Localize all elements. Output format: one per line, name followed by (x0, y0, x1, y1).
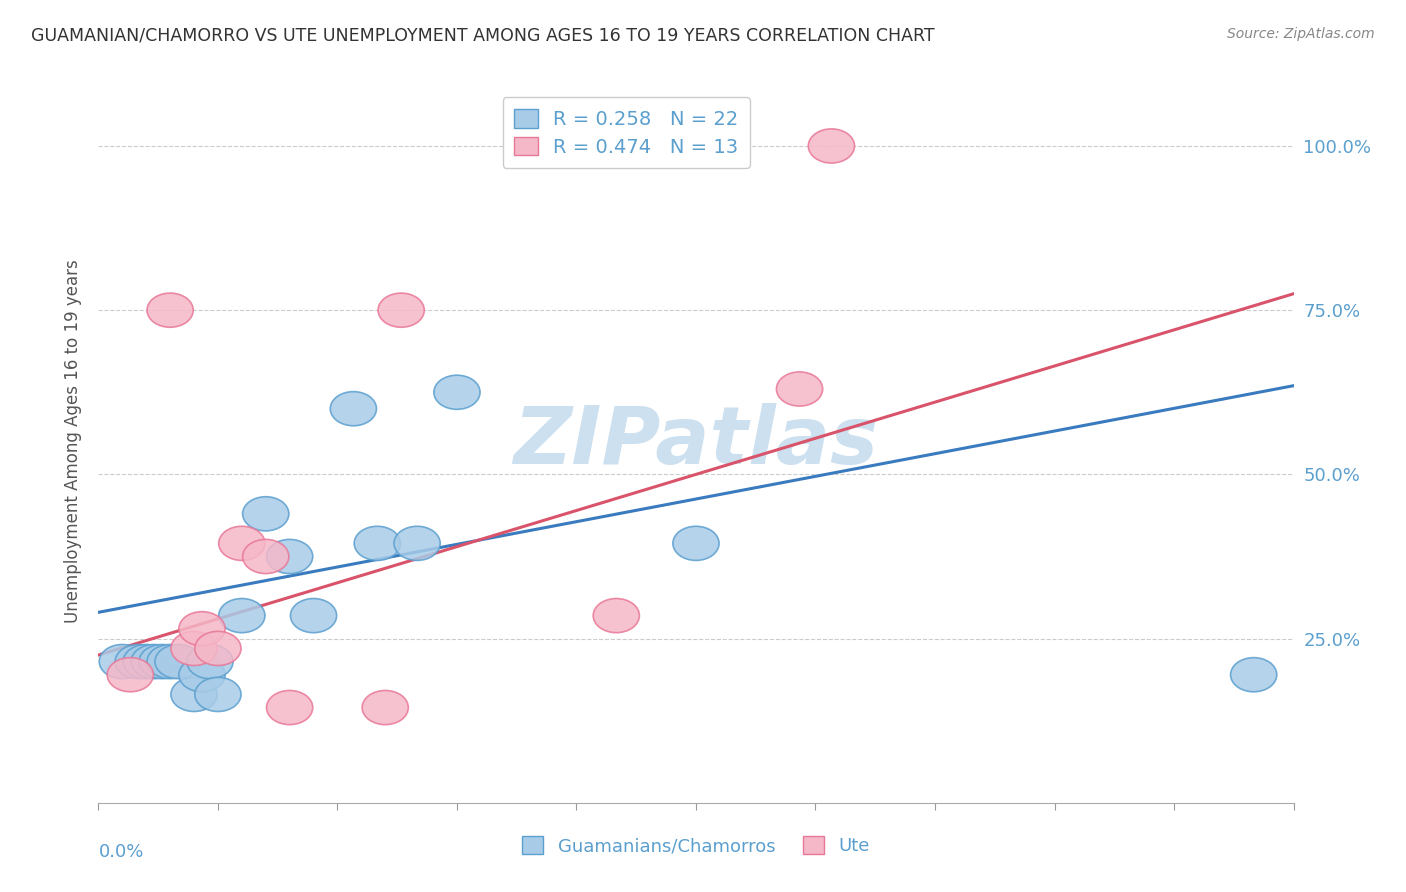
Ellipse shape (394, 526, 440, 560)
Ellipse shape (148, 293, 193, 327)
Ellipse shape (1230, 657, 1277, 692)
Ellipse shape (155, 645, 201, 679)
Ellipse shape (195, 632, 240, 665)
Ellipse shape (291, 599, 336, 632)
Ellipse shape (363, 690, 408, 724)
Ellipse shape (107, 657, 153, 692)
Ellipse shape (776, 372, 823, 406)
Ellipse shape (172, 632, 217, 665)
Ellipse shape (139, 645, 186, 679)
Y-axis label: Unemployment Among Ages 16 to 19 years: Unemployment Among Ages 16 to 19 years (63, 260, 82, 624)
Ellipse shape (434, 376, 479, 409)
Ellipse shape (195, 677, 240, 712)
Ellipse shape (808, 128, 855, 163)
Text: Source: ZipAtlas.com: Source: ZipAtlas.com (1227, 27, 1375, 41)
Ellipse shape (115, 645, 162, 679)
Ellipse shape (354, 526, 401, 560)
Ellipse shape (673, 526, 718, 560)
Ellipse shape (243, 540, 288, 574)
Ellipse shape (330, 392, 377, 425)
Ellipse shape (124, 645, 169, 679)
Text: ZIPatlas: ZIPatlas (513, 402, 879, 481)
Ellipse shape (378, 293, 425, 327)
Text: GUAMANIAN/CHAMORRO VS UTE UNEMPLOYMENT AMONG AGES 16 TO 19 YEARS CORRELATION CHA: GUAMANIAN/CHAMORRO VS UTE UNEMPLOYMENT A… (31, 27, 935, 45)
Ellipse shape (172, 677, 217, 712)
Text: 0.0%: 0.0% (98, 843, 143, 861)
Ellipse shape (179, 612, 225, 646)
Ellipse shape (219, 599, 264, 632)
Ellipse shape (267, 540, 312, 574)
Ellipse shape (243, 497, 288, 531)
Ellipse shape (100, 645, 145, 679)
Ellipse shape (179, 657, 225, 692)
Ellipse shape (593, 599, 640, 632)
Ellipse shape (148, 645, 193, 679)
Ellipse shape (131, 645, 177, 679)
Legend: Guamanians/Chamorros, Ute: Guamanians/Chamorros, Ute (515, 830, 877, 863)
Ellipse shape (681, 128, 727, 163)
Ellipse shape (187, 645, 233, 679)
Ellipse shape (219, 526, 264, 560)
Ellipse shape (267, 690, 312, 724)
